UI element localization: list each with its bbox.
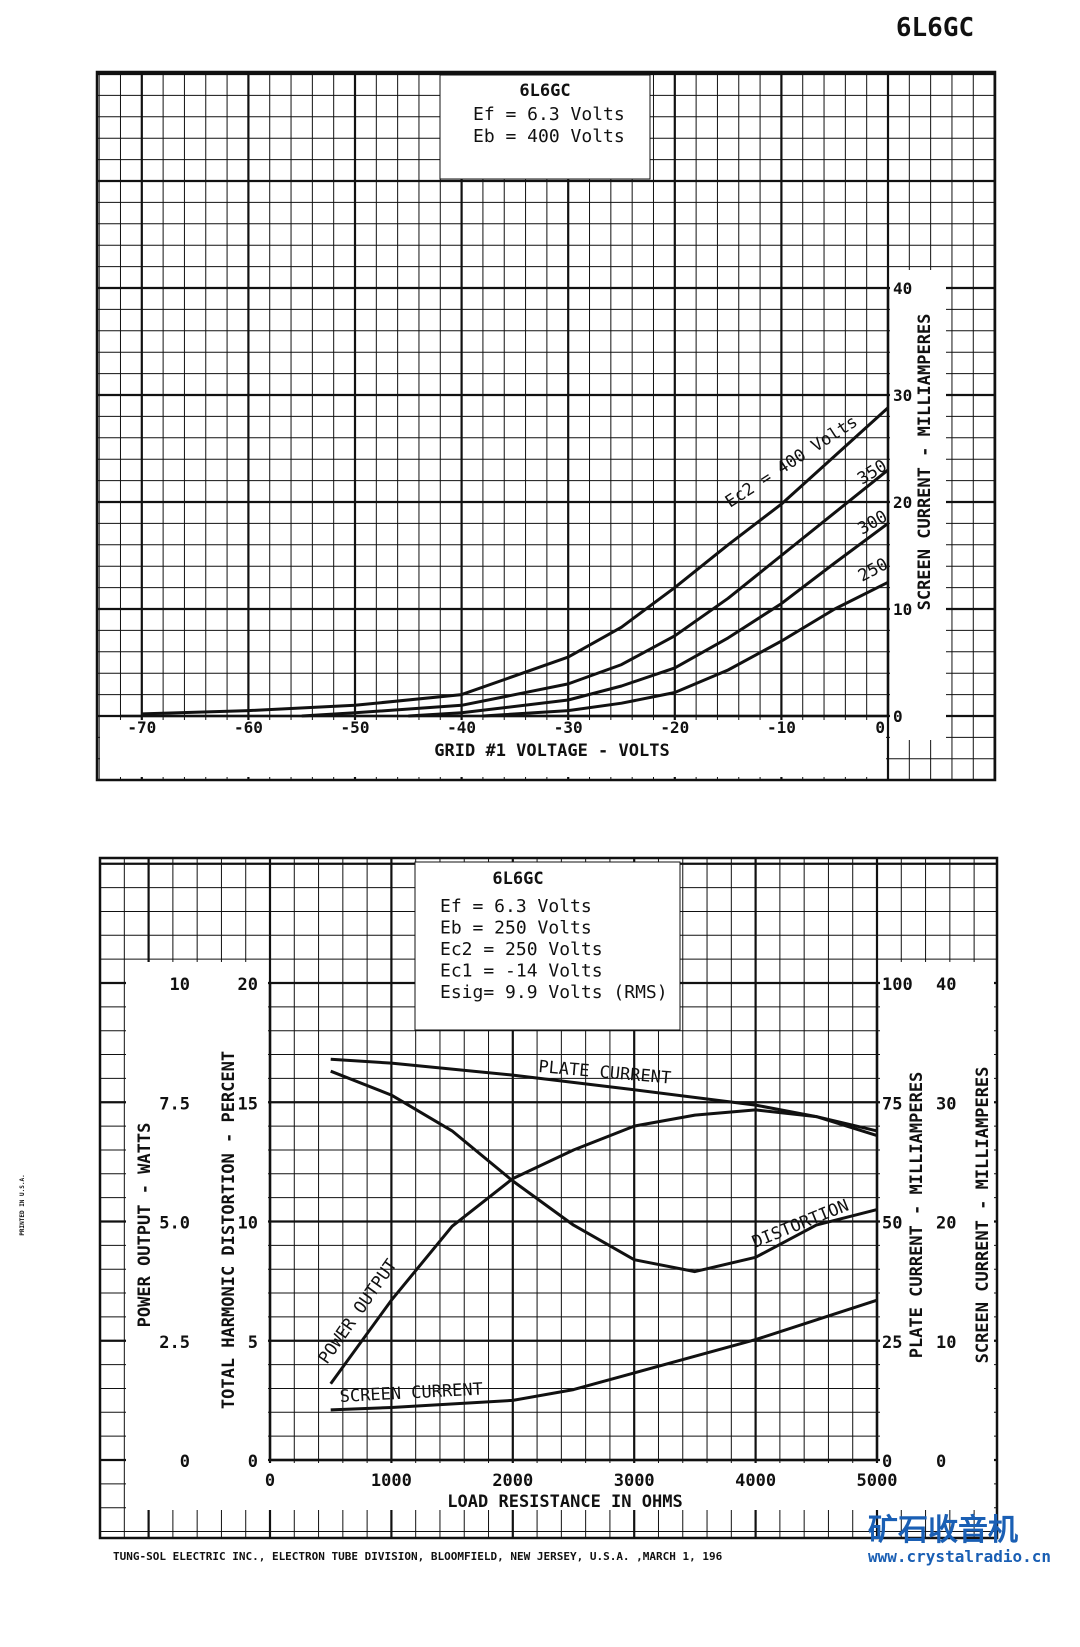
curve-label: 300 <box>855 507 892 540</box>
distortion-axis-label: TOTAL HARMONIC DISTORTION - PERCENT <box>219 1051 239 1409</box>
top-legend-title: 6L6GC <box>519 81 570 101</box>
plate-current-axis-label: PLATE CURRENT - MILLIAMPERES <box>907 1072 927 1359</box>
x-tick-label: -60 <box>234 718 263 737</box>
x-tick-label: 1000 <box>371 1471 412 1491</box>
y-tick-label: 10 <box>893 600 912 619</box>
top-legend-box <box>439 74 651 180</box>
top-chart-frame <box>95 70 997 782</box>
bottom-legend-condition: Esig= 9.9 Volts (RMS) <box>440 982 668 1003</box>
curve-label: POWER OUTPUT <box>315 1256 402 1368</box>
curve-label: PLATE CURRENT <box>538 1057 672 1089</box>
axis-tick-label: 10 <box>936 1333 956 1353</box>
watermark-url: www.crystalradio.cn <box>868 1547 1051 1566</box>
screen-current-axis-label: SCREEN CURRENT - MILLIAMPERES <box>973 1067 993 1364</box>
curve-label: 350 <box>854 456 891 489</box>
axis-tick-label: 50 <box>882 1214 902 1234</box>
axis-tick-label: 25 <box>882 1333 902 1353</box>
axis-tick-label: 2.5 <box>159 1333 190 1353</box>
axis-tick-label: 0 <box>180 1452 190 1472</box>
y-tick-label: 20 <box>893 493 912 512</box>
x-tick-label: 0 <box>875 718 885 737</box>
x-tick-label: -70 <box>127 718 156 737</box>
curve-ec2-2400 <box>141 406 890 716</box>
y-tick-label: 40 <box>893 279 912 298</box>
curve-label: DISTORTION <box>749 1196 851 1253</box>
x-tick-label: -50 <box>341 718 370 737</box>
curve-screen-current <box>330 1298 878 1412</box>
axis-tick-label: 0 <box>936 1452 946 1472</box>
axis-tick-label: 30 <box>936 1094 956 1114</box>
x-tick-label: -10 <box>767 718 796 737</box>
y-label-area <box>890 270 946 740</box>
axis-tick-label: 5 <box>248 1333 258 1353</box>
x-tick-label: 4000 <box>735 1471 776 1491</box>
bottom-legend-box <box>414 861 681 1031</box>
x-tick-label: 0 <box>265 1471 275 1491</box>
x-tick-label: -40 <box>447 718 476 737</box>
x-label-area <box>126 1463 994 1510</box>
axis-tick-label: 0 <box>882 1452 892 1472</box>
axis-tick-label: 15 <box>238 1094 258 1114</box>
axis-tick-label: 20 <box>936 1214 956 1234</box>
axis-tick-label: 0 <box>248 1452 258 1472</box>
x-tick-label: 3000 <box>614 1471 655 1491</box>
axis-tick-label: 100 <box>882 975 913 995</box>
axis-tick-label: 75 <box>882 1094 902 1114</box>
curve-distortion <box>330 1069 878 1274</box>
bottom-legend-condition: Ec2 = 250 Volts <box>440 939 603 960</box>
page-title: 6L6GC <box>896 13 974 43</box>
x-tick-label: -20 <box>660 718 689 737</box>
x-tick-label: 5000 <box>857 1471 898 1491</box>
x-label-area <box>100 720 886 777</box>
x-axis-label: GRID #1 VOLTAGE - VOLTS <box>434 741 669 761</box>
y-tick-label: 30 <box>893 386 912 405</box>
right-axis-area <box>880 962 994 1472</box>
bottom-legend-title: 6L6GC <box>492 869 543 889</box>
power-axis-label: POWER OUTPUT - WATTS <box>135 1123 155 1328</box>
printed-note: PRINTED IN U.S.A. <box>19 1174 26 1235</box>
curve-label: 250 <box>855 554 892 586</box>
y-axis-label: SCREEN CURRENT - MILLIAMPERES <box>915 314 935 611</box>
bottom-legend-condition: Ef = 6.3 Volts <box>440 896 592 917</box>
x-tick-label: 2000 <box>492 1471 533 1491</box>
top-legend-condition: Ef = 6.3 Volts <box>473 104 625 125</box>
axis-tick-label: 20 <box>238 975 258 995</box>
footer-text: TUNG-SOL ELECTRIC INC., ELECTRON TUBE DI… <box>113 1550 723 1563</box>
top-legend-condition: Eb = 400 Volts <box>473 126 625 147</box>
curve-ec2-300 <box>408 522 889 718</box>
left-axis-area <box>126 962 268 1510</box>
curve-ec2-250 <box>482 580 889 718</box>
curve-ec2-350 <box>301 468 889 718</box>
curve-label: Ec2 = 400 Volts <box>722 412 862 512</box>
x-tick-label: -30 <box>554 718 583 737</box>
x-axis-label: LOAD RESISTANCE IN OHMS <box>447 1492 682 1512</box>
axis-tick-label: 10 <box>170 975 190 995</box>
bottom-legend-condition: Ec1 = -14 Volts <box>440 961 603 982</box>
curve-power-output <box>329 1108 878 1385</box>
axis-tick-label: 5.0 <box>159 1214 190 1234</box>
axis-tick-label: 7.5 <box>159 1094 190 1114</box>
axis-tick-label: 40 <box>936 975 956 995</box>
watermark-title: 矿石收音机 <box>868 1513 1018 1548</box>
y-tick-label: 0 <box>893 707 903 726</box>
axis-tick-label: 10 <box>238 1214 258 1234</box>
bottom-chart-frame <box>98 856 999 1540</box>
bottom-legend-condition: Eb = 250 Volts <box>440 918 592 939</box>
